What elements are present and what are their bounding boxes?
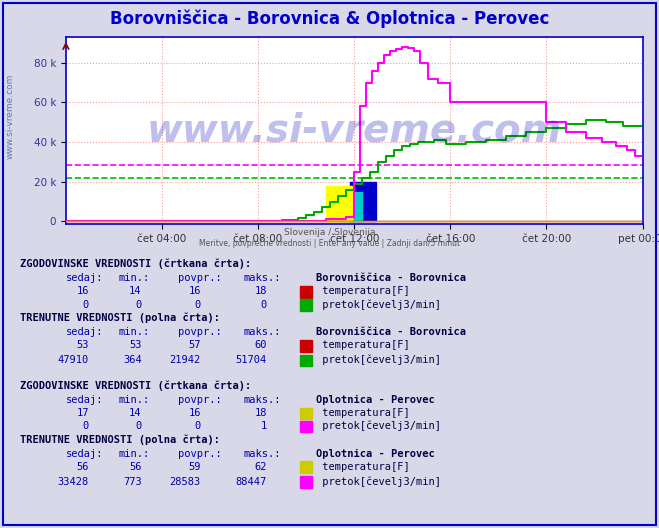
Text: sedaj:: sedaj: xyxy=(66,327,103,337)
Text: 53: 53 xyxy=(129,341,142,350)
Text: min.:: min.: xyxy=(119,395,150,404)
Text: 53: 53 xyxy=(76,341,89,350)
Text: Borovniščica - Borovnica & Oplotnica - Perovec: Borovniščica - Borovnica & Oplotnica - P… xyxy=(110,9,549,28)
Text: pretok[čevelj3/min]: pretok[čevelj3/min] xyxy=(316,299,442,310)
Text: ZGODOVINSKE VREDNOSTI (črtkana črta):: ZGODOVINSKE VREDNOSTI (črtkana črta): xyxy=(20,259,251,269)
Text: 16: 16 xyxy=(188,287,201,296)
Text: maks.:: maks.: xyxy=(244,274,281,283)
Text: 47910: 47910 xyxy=(58,355,89,365)
Text: 773: 773 xyxy=(123,477,142,486)
Text: 0: 0 xyxy=(195,300,201,309)
Text: 28583: 28583 xyxy=(170,477,201,486)
Text: Slovenija / Slovenija: Slovenija / Slovenija xyxy=(284,228,375,237)
Text: temperatura[F]: temperatura[F] xyxy=(316,462,410,472)
Text: temperatura[F]: temperatura[F] xyxy=(316,287,410,296)
Text: min.:: min.: xyxy=(119,274,150,283)
Text: povpr.:: povpr.: xyxy=(178,395,221,404)
Text: pretok[čevelj3/min]: pretok[čevelj3/min] xyxy=(316,355,442,365)
Text: 88447: 88447 xyxy=(236,477,267,486)
Text: min.:: min.: xyxy=(119,449,150,458)
Text: 33428: 33428 xyxy=(58,477,89,486)
Text: 56: 56 xyxy=(76,462,89,472)
Text: povpr.:: povpr.: xyxy=(178,449,221,458)
Text: povpr.:: povpr.: xyxy=(178,274,221,283)
Text: 0: 0 xyxy=(136,421,142,431)
Text: maks.:: maks.: xyxy=(244,327,281,337)
Text: 16: 16 xyxy=(188,408,201,418)
Text: 16: 16 xyxy=(76,287,89,296)
Text: 0: 0 xyxy=(83,300,89,309)
Text: povpr.:: povpr.: xyxy=(178,327,221,337)
Text: 18: 18 xyxy=(254,287,267,296)
Text: pretok[čevelj3/min]: pretok[čevelj3/min] xyxy=(316,421,442,431)
Text: 1: 1 xyxy=(261,421,267,431)
Text: 14: 14 xyxy=(129,287,142,296)
Text: maks.:: maks.: xyxy=(244,449,281,458)
Text: Oplotnica - Perovec: Oplotnica - Perovec xyxy=(316,395,435,404)
Text: 0: 0 xyxy=(136,300,142,309)
Text: ZGODOVINSKE VREDNOSTI (črtkana črta):: ZGODOVINSKE VREDNOSTI (črtkana črta): xyxy=(20,380,251,391)
Text: Borovniščica - Borovnica: Borovniščica - Borovnica xyxy=(316,274,467,283)
Text: TRENUTNE VREDNOSTI (polna črta):: TRENUTNE VREDNOSTI (polna črta): xyxy=(20,313,219,323)
Text: TRENUTNE VREDNOSTI (polna črta):: TRENUTNE VREDNOSTI (polna črta): xyxy=(20,434,219,445)
Text: 51704: 51704 xyxy=(236,355,267,365)
Text: 21942: 21942 xyxy=(170,355,201,365)
Text: temperatura[F]: temperatura[F] xyxy=(316,408,410,418)
Text: 364: 364 xyxy=(123,355,142,365)
Text: temperatura[F]: temperatura[F] xyxy=(316,341,410,350)
Text: sedaj:: sedaj: xyxy=(66,449,103,458)
Text: 60: 60 xyxy=(254,341,267,350)
Text: sedaj:: sedaj: xyxy=(66,395,103,404)
Text: min.:: min.: xyxy=(119,327,150,337)
Text: www.si-vreme.com: www.si-vreme.com xyxy=(146,112,562,149)
Text: www.si-vreme.com: www.si-vreme.com xyxy=(5,73,14,159)
Text: 59: 59 xyxy=(188,462,201,472)
Text: 56: 56 xyxy=(129,462,142,472)
Text: Oplotnica - Perovec: Oplotnica - Perovec xyxy=(316,449,435,458)
Text: maks.:: maks.: xyxy=(244,395,281,404)
Text: 0: 0 xyxy=(261,300,267,309)
Text: 14: 14 xyxy=(129,408,142,418)
Text: Borovniščica - Borovnica: Borovniščica - Borovnica xyxy=(316,327,467,337)
Text: 62: 62 xyxy=(254,462,267,472)
Text: 0: 0 xyxy=(83,421,89,431)
Text: Meritve, povprečne vrednosti | Enter any value | Zadnji dan/5 minut: Meritve, povprečne vrednosti | Enter any… xyxy=(199,238,460,248)
Text: 18: 18 xyxy=(254,408,267,418)
Text: 57: 57 xyxy=(188,341,201,350)
Text: sedaj:: sedaj: xyxy=(66,274,103,283)
Text: 0: 0 xyxy=(195,421,201,431)
Text: pretok[čevelj3/min]: pretok[čevelj3/min] xyxy=(316,476,442,487)
Text: 17: 17 xyxy=(76,408,89,418)
